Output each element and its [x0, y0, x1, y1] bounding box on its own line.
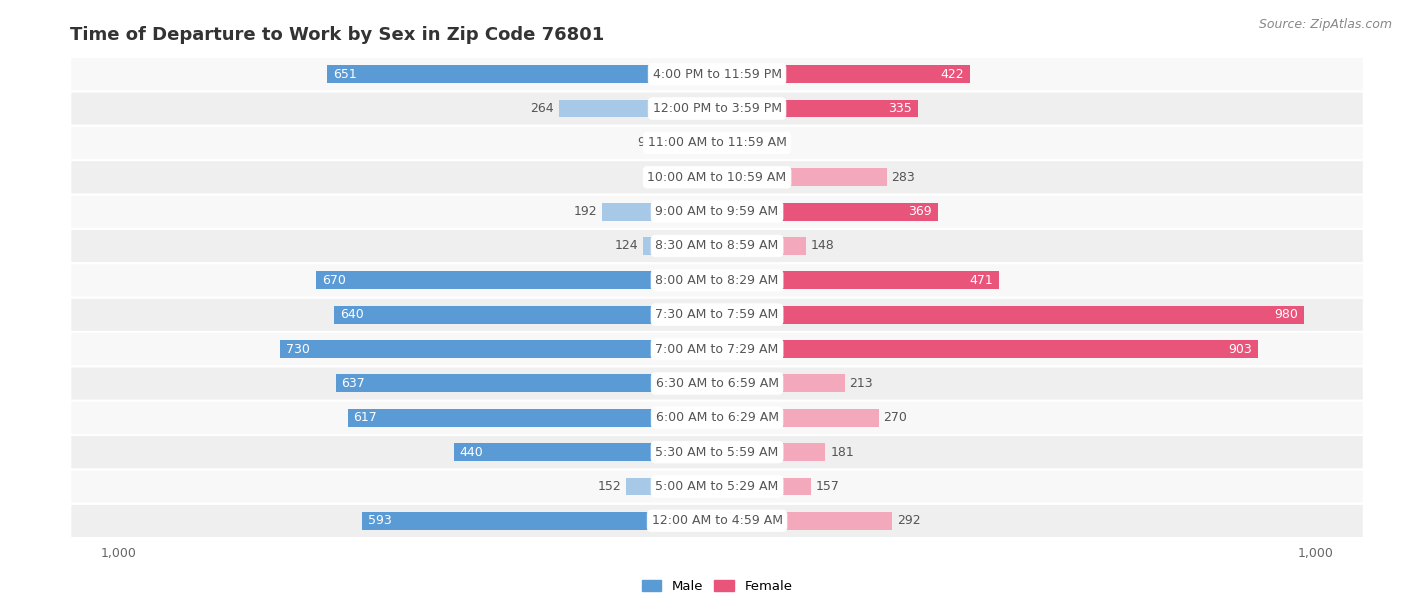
Text: 148: 148 — [810, 239, 834, 252]
Bar — [361, 512, 717, 530]
Text: 54: 54 — [664, 171, 681, 184]
FancyBboxPatch shape — [70, 435, 1364, 469]
Text: 62: 62 — [759, 136, 775, 149]
Bar — [560, 99, 717, 117]
Bar — [717, 271, 1000, 289]
Text: 12:00 AM to 4:59 AM: 12:00 AM to 4:59 AM — [651, 514, 783, 527]
Bar — [685, 168, 717, 186]
Bar — [717, 306, 1303, 324]
Text: 98: 98 — [638, 136, 654, 149]
Text: 192: 192 — [574, 205, 598, 218]
Bar — [454, 443, 717, 461]
Text: 8:00 AM to 8:29 AM: 8:00 AM to 8:29 AM — [655, 274, 779, 287]
Text: 9:00 AM to 9:59 AM: 9:00 AM to 9:59 AM — [655, 205, 779, 218]
Bar — [658, 134, 717, 152]
Text: 471: 471 — [969, 274, 993, 287]
Bar — [336, 374, 717, 392]
Text: 617: 617 — [353, 411, 377, 424]
Text: 11:00 AM to 11:59 AM: 11:00 AM to 11:59 AM — [648, 136, 786, 149]
Bar — [717, 203, 938, 221]
Legend: Male, Female: Male, Female — [637, 574, 797, 595]
Text: Source: ZipAtlas.com: Source: ZipAtlas.com — [1258, 18, 1392, 31]
Text: 124: 124 — [614, 239, 638, 252]
Bar — [717, 134, 754, 152]
Text: 440: 440 — [460, 446, 484, 459]
Text: 651: 651 — [333, 68, 357, 81]
Text: 6:30 AM to 6:59 AM: 6:30 AM to 6:59 AM — [655, 377, 779, 390]
Text: 6:00 AM to 6:29 AM: 6:00 AM to 6:29 AM — [655, 411, 779, 424]
Text: 7:30 AM to 7:59 AM: 7:30 AM to 7:59 AM — [655, 308, 779, 321]
Text: 335: 335 — [889, 102, 911, 115]
FancyBboxPatch shape — [70, 92, 1364, 126]
FancyBboxPatch shape — [70, 400, 1364, 435]
FancyBboxPatch shape — [70, 469, 1364, 503]
Text: 640: 640 — [340, 308, 364, 321]
Bar — [626, 478, 717, 496]
Text: 593: 593 — [368, 514, 392, 527]
Bar — [643, 237, 717, 255]
FancyBboxPatch shape — [70, 366, 1364, 400]
FancyBboxPatch shape — [70, 332, 1364, 366]
Bar — [717, 99, 918, 117]
Text: 670: 670 — [322, 274, 346, 287]
Text: 264: 264 — [530, 102, 554, 115]
Bar — [717, 168, 887, 186]
Bar — [717, 237, 806, 255]
Text: 8:30 AM to 8:59 AM: 8:30 AM to 8:59 AM — [655, 239, 779, 252]
Text: 369: 369 — [908, 205, 932, 218]
Bar — [717, 478, 811, 496]
FancyBboxPatch shape — [70, 263, 1364, 298]
Text: 270: 270 — [883, 411, 907, 424]
Bar — [717, 512, 891, 530]
Text: 157: 157 — [815, 480, 839, 493]
Text: 903: 903 — [1227, 343, 1251, 356]
Bar — [347, 409, 717, 427]
Text: 5:00 AM to 5:29 AM: 5:00 AM to 5:29 AM — [655, 480, 779, 493]
Bar — [316, 271, 717, 289]
FancyBboxPatch shape — [70, 229, 1364, 263]
Bar — [328, 65, 717, 83]
Text: 12:00 PM to 3:59 PM: 12:00 PM to 3:59 PM — [652, 102, 782, 115]
Text: 181: 181 — [830, 446, 853, 459]
Text: 10:00 AM to 10:59 AM: 10:00 AM to 10:59 AM — [648, 171, 786, 184]
Bar — [333, 306, 717, 324]
Text: 4:00 PM to 11:59 PM: 4:00 PM to 11:59 PM — [652, 68, 782, 81]
FancyBboxPatch shape — [70, 503, 1364, 538]
Bar — [717, 65, 970, 83]
Text: 7:00 AM to 7:29 AM: 7:00 AM to 7:29 AM — [655, 343, 779, 356]
Bar — [717, 443, 825, 461]
FancyBboxPatch shape — [70, 126, 1364, 160]
Text: 292: 292 — [897, 514, 921, 527]
Text: 152: 152 — [598, 480, 621, 493]
Text: 283: 283 — [891, 171, 915, 184]
Text: 213: 213 — [849, 377, 873, 390]
FancyBboxPatch shape — [70, 160, 1364, 195]
Text: 422: 422 — [941, 68, 963, 81]
Text: Time of Departure to Work by Sex in Zip Code 76801: Time of Departure to Work by Sex in Zip … — [70, 26, 605, 43]
Bar — [602, 203, 717, 221]
Bar — [280, 340, 717, 358]
Text: 980: 980 — [1274, 308, 1298, 321]
Bar — [717, 340, 1258, 358]
FancyBboxPatch shape — [70, 195, 1364, 229]
Text: 637: 637 — [342, 377, 366, 390]
FancyBboxPatch shape — [70, 57, 1364, 92]
Bar — [717, 374, 845, 392]
Bar — [717, 409, 879, 427]
FancyBboxPatch shape — [70, 298, 1364, 332]
Text: 730: 730 — [285, 343, 309, 356]
Text: 5:30 AM to 5:59 AM: 5:30 AM to 5:59 AM — [655, 446, 779, 459]
